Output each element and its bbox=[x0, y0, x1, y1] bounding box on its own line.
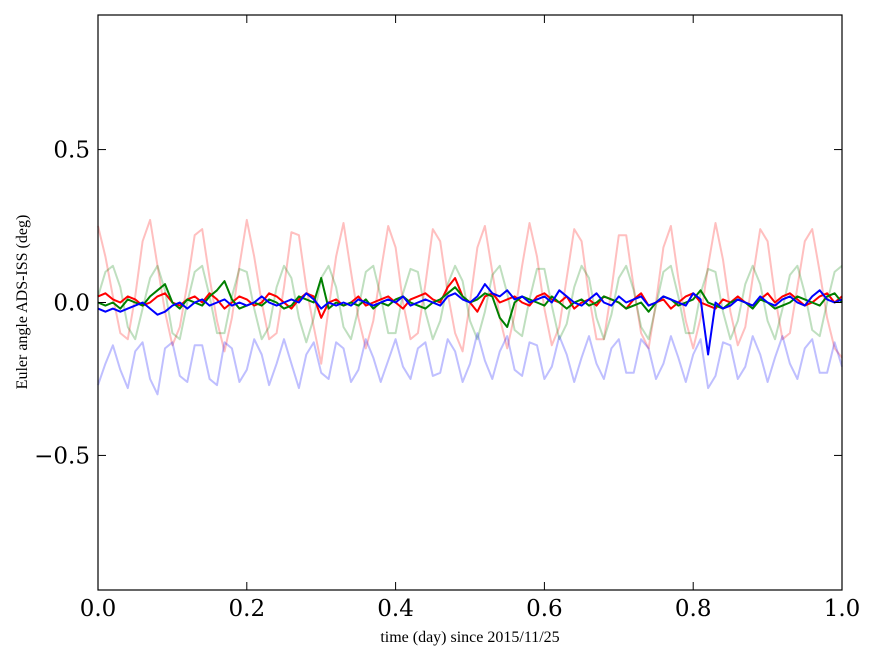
x-axis-label: time (day) since 2015/11/25 bbox=[380, 629, 559, 646]
x-tick-label: 0.4 bbox=[377, 596, 414, 622]
y-tick-label: −0.5 bbox=[34, 443, 90, 469]
x-tick-label: 0.8 bbox=[675, 596, 712, 622]
series-layer bbox=[97, 218, 843, 396]
ticks-layer: 0.0 0.2 0.4 0.6 0.8 1.0 0.5 0.0 −0.5 bbox=[34, 15, 860, 622]
x-tick-label: 1.0 bbox=[824, 596, 861, 622]
x-tick-label: 0.2 bbox=[229, 596, 266, 622]
x-tick-label: 0.6 bbox=[526, 596, 563, 622]
series-line-5 bbox=[97, 283, 843, 356]
y-axis-label: Euler angle ADS-ISS (deg) bbox=[14, 215, 31, 390]
series-line-0 bbox=[97, 218, 843, 365]
series-line-2 bbox=[97, 332, 843, 396]
x-tick-label: 0.0 bbox=[80, 596, 117, 622]
y-tick-label: 0.5 bbox=[53, 138, 90, 164]
y-tick-label: 0.0 bbox=[53, 291, 90, 317]
series-line-1 bbox=[97, 264, 843, 344]
